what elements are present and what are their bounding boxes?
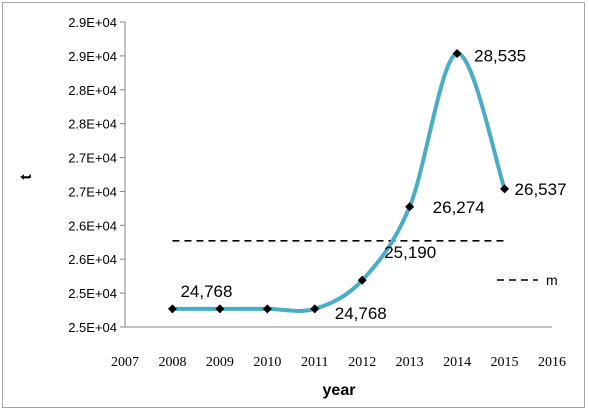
x-tick-label: 2015: [491, 355, 519, 370]
data-point-marker: [262, 304, 272, 314]
data-label: 26,537: [515, 180, 567, 199]
x-tick-label: 2010: [253, 355, 281, 370]
y-tick-label: 2.6E+04: [68, 252, 117, 267]
x-tick-label: 2014: [443, 355, 471, 370]
legend: m: [497, 272, 558, 288]
data-label: 28,535: [474, 47, 526, 66]
x-tick-label: 2012: [348, 355, 376, 370]
x-tick-label: 2011: [301, 355, 328, 370]
x-axis: 2007 2008 2009 2010 2011 2012 2013 2014 2015 2016: [111, 326, 566, 370]
y-axis-title: t: [18, 174, 35, 180]
x-tick-label: 2009: [206, 355, 234, 370]
data-point-marker: [405, 202, 415, 212]
legend-label: m: [546, 272, 558, 288]
x-axis-title: year: [323, 382, 356, 399]
y-tick-label: 2.5E+04: [68, 286, 117, 301]
y-tick-label: 2.8E+04: [68, 117, 117, 132]
data-label: 26,274: [433, 198, 485, 217]
x-tick-label: 2016: [538, 355, 566, 370]
data-label: 24,768: [180, 282, 232, 301]
chart-frame: [2, 2, 585, 408]
series-group: [167, 49, 510, 314]
data-point-marker: [310, 304, 320, 314]
data-label: 24,768: [335, 304, 387, 323]
y-tick-label: 2.8E+04: [68, 83, 117, 98]
data-point-marker: [215, 304, 225, 314]
data-point-marker: [452, 49, 462, 59]
y-tick-label: 2.7E+04: [68, 184, 117, 199]
y-axis: 2.5E+04 2.5E+04 2.6E+04 2.6E+04 2.7E+04 2.7E+…: [68, 15, 126, 335]
y-tick-label: 2.5E+04: [68, 320, 117, 335]
x-tick-label: 2008: [158, 355, 186, 370]
x-tick-label: 2007: [111, 355, 139, 370]
series-line: [170, 51, 507, 313]
data-label: 25,190: [384, 243, 436, 262]
data-point-marker: [167, 304, 177, 314]
data-point-marker: [357, 275, 367, 285]
y-tick-label: 2.9E+04: [68, 15, 117, 30]
y-tick-label: 2.7E+04: [68, 151, 117, 166]
x-tick-label: 2013: [396, 355, 424, 370]
data-point-marker: [500, 184, 510, 194]
data-labels: 24,768 24,768 25,190 26,274 28,535 26,537: [180, 47, 566, 323]
y-tick-label: 2.6E+04: [68, 218, 117, 233]
y-tick-label: 2.9E+04: [68, 49, 117, 64]
